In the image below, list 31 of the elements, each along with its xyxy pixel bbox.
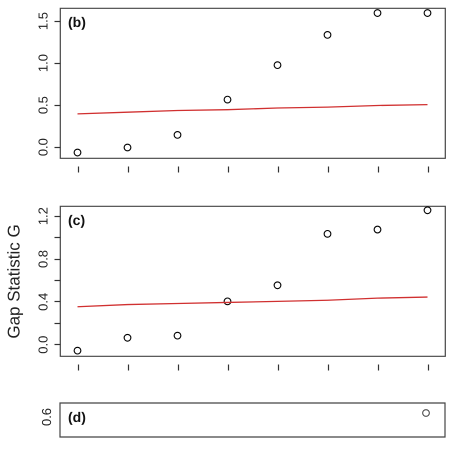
point: [374, 9, 382, 17]
point: [224, 297, 232, 306]
y-tick-label: 0.8: [36, 250, 50, 268]
point: [374, 226, 382, 234]
point: [324, 30, 332, 39]
point: [124, 144, 132, 152]
point: [424, 9, 432, 17]
y-tick-label: 0.5: [36, 96, 50, 114]
point: [224, 96, 232, 104]
point: [274, 281, 282, 290]
y-tick-label: 1.2: [36, 207, 50, 226]
y-axis-title: Gap Statistic G: [4, 224, 24, 339]
line-series: [76, 104, 428, 115]
point: [174, 130, 182, 139]
point: [124, 334, 132, 342]
y-tick-label: 0.0: [36, 336, 50, 354]
point: [74, 148, 82, 156]
point: [74, 346, 82, 355]
y-tick-label: 1.0: [36, 54, 50, 72]
y-tick-label: 0.0: [36, 138, 50, 156]
line-series: [76, 296, 428, 308]
point: [174, 332, 182, 340]
y-tick-label: 0.4: [36, 292, 50, 311]
text: (d): [68, 409, 86, 425]
point: [424, 206, 432, 214]
annotation: (c): [68, 212, 86, 228]
annotation: (b): [68, 14, 86, 30]
y-tick-label: 1.5: [36, 12, 50, 30]
text: 0.6: [39, 408, 54, 426]
point: [274, 61, 282, 70]
point: [324, 230, 332, 238]
